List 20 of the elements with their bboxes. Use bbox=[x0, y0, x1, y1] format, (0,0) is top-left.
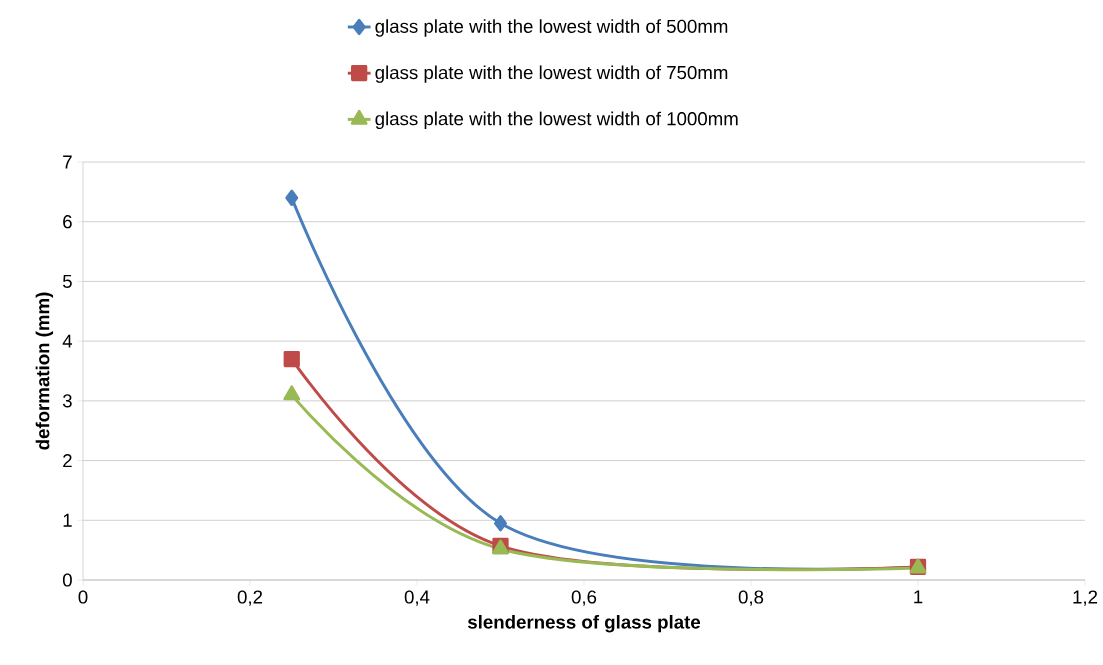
x-tick-label: 0,2 bbox=[237, 590, 263, 606]
y-tick-label: 6 bbox=[63, 215, 72, 229]
x-tick-label: 1 bbox=[914, 590, 923, 604]
y-tick-label: 7 bbox=[63, 155, 72, 169]
legend-label: glass plate with the lowest width of 1000mm bbox=[375, 111, 738, 130]
y-tick-label: 3 bbox=[62, 394, 72, 408]
y-tick-label: 5 bbox=[62, 274, 72, 288]
x-tick-label: 1,2 bbox=[1073, 590, 1098, 606]
x-tick-label: 0,8 bbox=[738, 590, 764, 606]
x-tick-label: 0 bbox=[78, 590, 88, 604]
x-tick-label: 0,4 bbox=[404, 590, 430, 606]
x-axis-title: slenderness of glass plate bbox=[467, 614, 701, 633]
y-tick-label: 0 bbox=[62, 573, 72, 587]
y-tick-label: 2 bbox=[63, 454, 72, 468]
legend-label: glass plate with the lowest width of 500mm bbox=[375, 19, 728, 37]
y-tick-label: 1 bbox=[63, 513, 72, 527]
legend-label: glass plate with the lowest width of 750mm bbox=[375, 65, 728, 83]
y-axis-title: deformation (mm) bbox=[35, 292, 54, 450]
y-tick-label: 4 bbox=[62, 334, 73, 348]
x-tick-label: 0,6 bbox=[571, 590, 597, 606]
